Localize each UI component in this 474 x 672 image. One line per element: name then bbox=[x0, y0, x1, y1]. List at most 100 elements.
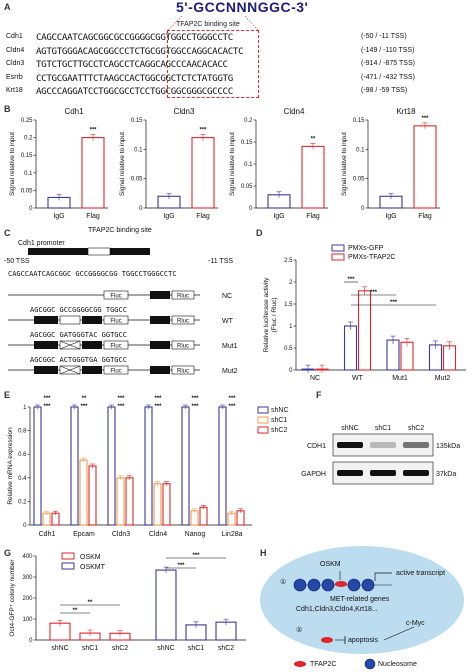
panel-h-model: ① OSKM active transcript MET-related genes C… bbox=[260, 546, 464, 670]
e-bar bbox=[162, 483, 171, 526]
d-sig-label: *** bbox=[347, 277, 355, 283]
e-x-tick-label: Cldn3 bbox=[112, 531, 130, 538]
e-bar bbox=[125, 477, 134, 526]
c-construct-name: Mut2 bbox=[222, 368, 238, 375]
d-y-tick-label: 2 bbox=[289, 280, 293, 286]
f-band bbox=[370, 470, 396, 476]
b-x-tick-label: Flag bbox=[418, 213, 432, 220]
d-y-label-2: (Fluc / Rluc) bbox=[271, 297, 278, 332]
b-y-tick-label: 0.1 bbox=[244, 162, 253, 168]
e-legend-label: shC2 bbox=[271, 427, 287, 434]
a-sequence: TGTCTGCTTGCCTCAGCCTCAGGCAGCCCAACACACC bbox=[36, 59, 228, 70]
a-sequence: AGTGTGGGACAGCGGCCCTCTGCGGTGGCCAGGCACACTC bbox=[36, 45, 244, 57]
a-binding-site-box bbox=[167, 30, 259, 98]
h-num-1: ① bbox=[280, 578, 286, 586]
c-fluc-box bbox=[103, 365, 129, 375]
g-sig-label: *** bbox=[177, 563, 185, 569]
d-y-tick-label: 1.5 bbox=[284, 302, 293, 308]
g-sig-label: ** bbox=[88, 600, 93, 606]
g-sig-label: ** bbox=[73, 608, 78, 614]
g-y-tick-label: 400 bbox=[22, 554, 33, 560]
b-bar bbox=[191, 137, 215, 209]
b-y-tick-label: 0.15 bbox=[353, 118, 365, 124]
c-black-box-3 bbox=[150, 341, 170, 349]
e-legend-label: shC1 bbox=[271, 417, 287, 424]
d-legend-label: PMXs-TFAP2C bbox=[348, 254, 395, 261]
h-legend-tfap2c-label: TFAP2C bbox=[310, 661, 336, 668]
g-legend-label: OSKM bbox=[80, 554, 101, 561]
g-y-tick-label: 0 bbox=[29, 638, 33, 644]
h-oskm-label: OSKM bbox=[320, 561, 341, 568]
a-row-cldn3: Cldn3 TGTCTGCTTGCCTCAGCCTCAGGCAGCCCAACACA… bbox=[6, 59, 466, 71]
c-construct-seq: AGCGGC GCCGGGGCGG TGGCC bbox=[30, 306, 127, 314]
a-sequence: AGCCCAGGATCCTGGCGCCTCCTGGCGGCGGGCGCCCC bbox=[36, 86, 233, 97]
c-mut-cross bbox=[59, 340, 81, 350]
f-blot-box bbox=[332, 433, 434, 457]
c-construct-mut2: AGCGGC ACTGGGTGA GGTGCC Fluc Rluc Mut2 bbox=[8, 356, 238, 375]
panel-letter-e: E bbox=[4, 390, 11, 400]
c-construct-seq: AGCGGC ACTGGGTGA GGTGCC bbox=[30, 356, 127, 364]
d-y-tick-label: 2.5 bbox=[284, 258, 293, 264]
c-promoter-bar-2 bbox=[110, 248, 150, 255]
c-black-box bbox=[34, 341, 58, 349]
c-construct-wt: AGCGGC GCCGGGGCGG TGGCC Fluc Rluc WT bbox=[8, 306, 234, 325]
b-y-tick-label: 0.1 bbox=[24, 171, 33, 177]
c-rluc-box bbox=[171, 315, 195, 325]
b-y-tick-label: 0.05 bbox=[21, 188, 33, 194]
panel-e-chart: Relative mRNA expression 0 0.2 0.4 0.6 0.8 1 Cd… bbox=[7, 396, 289, 538]
e-y-tick-label: 0.8 bbox=[18, 429, 27, 435]
b-chart-title: Cdh1 bbox=[64, 107, 84, 116]
h-num-2: ② bbox=[296, 627, 302, 634]
c-fluc-label: Fluc bbox=[110, 369, 121, 375]
c-construct-name: Mut1 bbox=[222, 343, 238, 350]
c-rluc-label: Rluc bbox=[177, 294, 189, 300]
c-black-box-2 bbox=[82, 366, 102, 374]
b-chart-cldn3: Cldn3 Signal relative to input 0 0.05 0.1 0.1… bbox=[119, 107, 218, 220]
e-sig-label: *** bbox=[154, 396, 162, 402]
e-sig-label: *** bbox=[43, 404, 51, 410]
b-y-tick-label: 0.05 bbox=[353, 177, 365, 183]
panel-letter-d: D bbox=[256, 228, 263, 238]
g-x-tick-label: shC1 bbox=[188, 645, 204, 652]
d-legend-swatch bbox=[331, 253, 345, 261]
e-sig-label: *** bbox=[43, 396, 51, 402]
c-fluc-label: Fluc bbox=[110, 319, 121, 325]
e-y-tick-label: 0 bbox=[23, 523, 27, 529]
e-bar bbox=[144, 406, 153, 526]
h-legend-tfap2c bbox=[294, 661, 306, 667]
b-y-tick-label: 0.15 bbox=[21, 153, 33, 159]
c-rluc-box bbox=[171, 365, 195, 375]
f-lane-label: shNC bbox=[341, 425, 359, 432]
c-tss-right: -11 TSS bbox=[208, 258, 233, 265]
e-sig-label: ** bbox=[82, 396, 87, 402]
e-x-tick-label: Cldn4 bbox=[149, 531, 167, 538]
panel-d-chart: Relative luciferase activity (Fluc / Rluc… bbox=[263, 244, 466, 382]
h-cmyc-label: c-Myc bbox=[406, 620, 425, 627]
panel-b-charts: Cdh1 Signal relative to input 0 0.05 0.1 0.15… bbox=[9, 107, 440, 220]
b-y-label: Signal relative to input bbox=[341, 132, 348, 196]
b-y-label: Signal relative to input bbox=[9, 132, 16, 196]
c-site-box bbox=[87, 247, 111, 256]
d-sig-label: *** bbox=[370, 290, 378, 296]
b-chart-cdh1: Cdh1 Signal relative to input 0 0.05 0.1 0.15… bbox=[9, 107, 108, 220]
c-mut-cross bbox=[59, 365, 81, 375]
g-legend-label: OSKMT bbox=[80, 564, 106, 571]
motif-label: 5'-GCCNNNGGC-3' bbox=[176, 0, 309, 15]
e-x-tick-label: Nanog bbox=[185, 531, 206, 538]
g-bar bbox=[155, 569, 177, 641]
e-sig-label: *** bbox=[228, 404, 236, 410]
e-bar bbox=[79, 459, 88, 526]
a-row-cdh1: Cdh1 CAGCCAATCAGCGGCGCCGGGGCGGTGGCCTGGGCC… bbox=[6, 32, 466, 44]
e-bar bbox=[236, 510, 245, 526]
panel-g-chart: Oct4-GFP⁺ colony number 0 100 200 300 400 shNC… bbox=[9, 552, 246, 652]
a-row-cldn4: Cldn4 AGTGTGGGACAGCGGCCCTCTGCGGTGGCCAGGCA… bbox=[6, 46, 466, 58]
g-x-tick-label: shC1 bbox=[82, 645, 98, 652]
c-construct-nc: Fluc Rluc NC bbox=[8, 290, 232, 300]
e-x-tick-label: Epcam bbox=[73, 531, 95, 538]
c-promoter-label: Cdh1 promoter bbox=[18, 240, 65, 247]
e-y-tick-label: 0.2 bbox=[18, 499, 27, 505]
b-y-tick-label: 0.2 bbox=[244, 118, 253, 124]
a-gene-label: Cldn3 bbox=[6, 60, 25, 67]
panel-c-constructs: TFAP2C binding site Cdh1 promoter -50 TSS -… bbox=[4, 227, 238, 375]
